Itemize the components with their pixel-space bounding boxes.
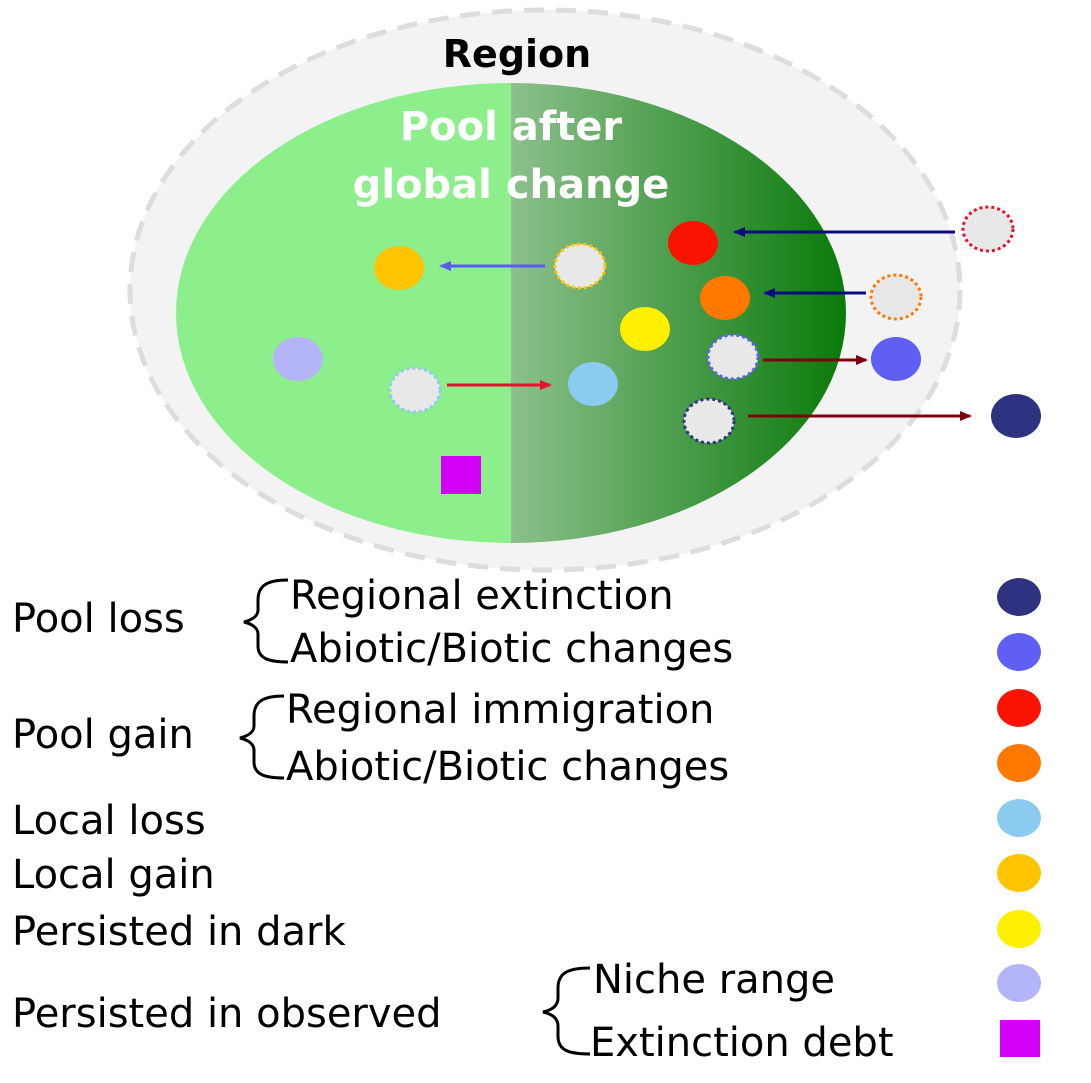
legend-brace-persisted-observed xyxy=(542,966,591,1056)
legend-group-persisted-observed: Persisted in observed xyxy=(12,991,442,1037)
pool-label-line1: Pool after xyxy=(400,104,623,150)
legend-item-local-gain: Local gain xyxy=(12,852,215,898)
local-loss-species xyxy=(568,362,618,406)
legend-item-pool-loss-abiotic: Abiotic/Biotic changes xyxy=(290,626,733,672)
local-gain-origin-ghost xyxy=(553,242,607,290)
extinction-debt-species xyxy=(441,456,481,494)
legend-item-persisted-dark: Persisted in dark xyxy=(12,909,346,955)
pool-label-line2: global change xyxy=(353,162,670,208)
legend-item-regional-immigration: Regional immigration xyxy=(286,687,714,733)
region-label: Region xyxy=(443,32,591,76)
legend-brace-pool-loss xyxy=(243,578,289,664)
legend-swatch-pool-loss-abiotic xyxy=(997,633,1041,671)
legend-item-pool-gain-abiotic: Abiotic/Biotic changes xyxy=(286,744,729,790)
niche-range-species xyxy=(273,337,323,381)
legend-swatch-regional-immigration xyxy=(997,689,1041,727)
legend-brace-pool-gain xyxy=(239,694,285,780)
regional-extinction-origin-ghost xyxy=(682,397,736,445)
pool-ellipse xyxy=(176,83,846,543)
legend-item-extinction-debt: Extinction debt xyxy=(590,1020,894,1066)
pool-loss-abiotic-origin-ghost xyxy=(706,333,760,381)
legend-item-niche-range: Niche range xyxy=(593,957,835,1003)
regional-immigration-origin-ghost xyxy=(961,205,1015,253)
legend-group-pool-loss: Pool loss xyxy=(12,596,185,642)
local-loss-origin-ghost xyxy=(388,366,442,414)
persisted-dark-species xyxy=(620,307,670,351)
legend-group-pool-gain: Pool gain xyxy=(12,712,194,758)
regional-extinction-species xyxy=(991,394,1041,438)
legend-swatch-local-loss xyxy=(997,799,1041,837)
pool-gain-abiotic-origin-ghost xyxy=(869,273,923,321)
legend-swatch-niche-range xyxy=(997,964,1041,1002)
regional-immigration-species xyxy=(668,221,718,265)
legend-item-regional-extinction: Regional extinction xyxy=(290,573,674,619)
legend-swatch-local-gain xyxy=(997,854,1041,892)
legend-swatch-persisted-dark xyxy=(997,910,1041,948)
legend-swatch-extinction-debt xyxy=(1000,1020,1040,1057)
pool-gain-abiotic-species xyxy=(700,276,750,320)
legend-swatch-regional-extinction xyxy=(997,578,1041,616)
legend-swatch-pool-gain-abiotic xyxy=(997,744,1041,782)
legend: Pool loss Regional extinction Abiotic/Bi… xyxy=(12,573,1041,1066)
legend-item-local-loss: Local loss xyxy=(12,798,206,844)
local-gain-species xyxy=(374,246,424,290)
pool-loss-abiotic-species xyxy=(871,337,921,381)
